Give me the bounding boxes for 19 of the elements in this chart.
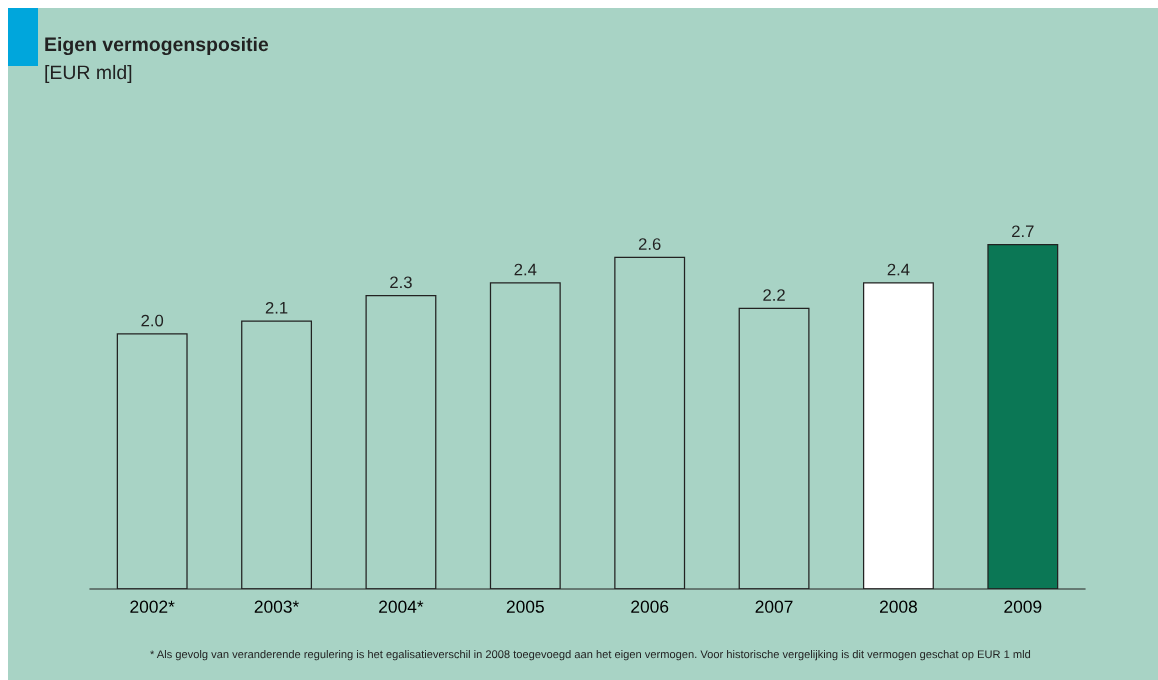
x-tick-label: 2004* bbox=[379, 600, 424, 613]
data-label: 2.0 bbox=[141, 314, 164, 327]
text: * Als gevolg van veranderende regulering is het egalisatieverschil in 2008 toegevoegd aan het eigen vermogen. Voor historische vergelijking is dit vermogen geschat op EUR 1 mld bbox=[150, 650, 1031, 661]
x-tick-label: 2005 bbox=[506, 600, 544, 613]
chart-subtitle: [EUR mld] bbox=[45, 64, 132, 84]
x-tick-label: 2008 bbox=[880, 600, 917, 613]
x-tick-label: 2003* bbox=[254, 600, 299, 613]
chart-title: Eigen vermogenspositie bbox=[45, 36, 269, 56]
data-label: 2.7 bbox=[1012, 225, 1034, 238]
data-label: 2.1 bbox=[265, 301, 288, 314]
data-label: 2.6 bbox=[638, 238, 661, 250]
x-tick-label: 2007 bbox=[755, 600, 793, 613]
data-label: 2.2 bbox=[763, 289, 785, 301]
x-tick-label: 2002* bbox=[130, 600, 175, 613]
x-tick-label: 2009 bbox=[1004, 600, 1042, 613]
data-label: 2.3 bbox=[390, 276, 412, 289]
data-label: 2.4 bbox=[887, 263, 910, 276]
data-label: 2.4 bbox=[514, 263, 537, 276]
x-tick-label: 2006 bbox=[631, 600, 669, 613]
